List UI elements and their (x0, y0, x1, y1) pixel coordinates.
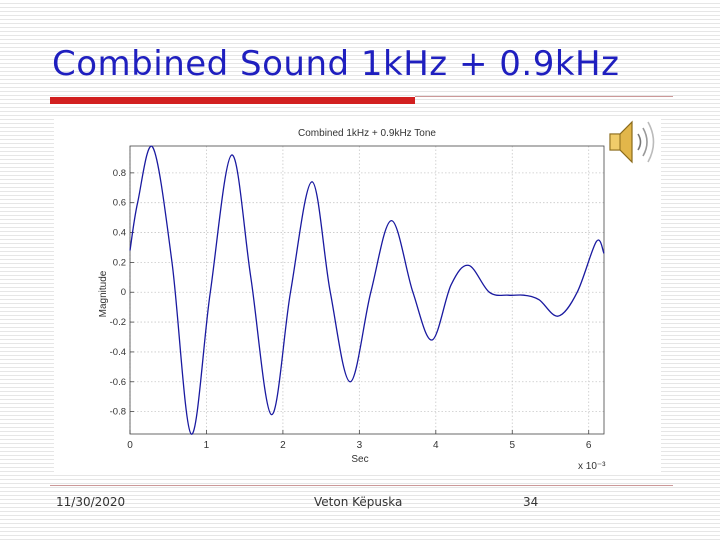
y-tick-label: 0 (121, 287, 126, 298)
title-accent-bar (50, 97, 415, 104)
plot-axes-box (129, 145, 605, 435)
y-tick-label: -0.6 (110, 377, 126, 388)
y-tick-label: 0.2 (113, 257, 126, 268)
y-axis-label: Magnitude (98, 270, 109, 317)
x-tick-label: 1 (204, 440, 210, 451)
y-tick-label: 0.4 (113, 228, 126, 239)
footer-date: 11/30/2020 (56, 495, 126, 509)
y-tick-label: 0.8 (113, 168, 126, 179)
title-divider-line (415, 96, 673, 97)
x-tick-label: 6 (586, 440, 592, 451)
y-tick-label: 0.6 (113, 198, 126, 209)
x-axis-multiplier: x 10⁻³ (578, 461, 606, 472)
y-tick-label: -0.8 (110, 407, 126, 418)
speaker-icon[interactable] (606, 117, 662, 167)
y-tick-label: -0.4 (110, 347, 126, 358)
x-tick-label: 4 (433, 440, 439, 451)
footer-author: Veton Këpuska (314, 495, 403, 509)
series-line (129, 145, 605, 435)
slide-title: Combined Sound 1kHz + 0.9kHz (52, 44, 620, 84)
chart-title: Combined 1kHz + 0.9kHz Tone (298, 128, 436, 139)
x-tick-label: 0 (127, 440, 133, 451)
x-axis-label: Sec (351, 454, 368, 465)
combined-tone-plot: 0 1 2 3 4 5 6 0.8 0.6 0.4 0.2 0 -0.2 -0.4 -0.6 -0.8 Comb… (98, 128, 606, 472)
x-tick-label: 2 (280, 440, 286, 451)
x-tick-label: 3 (357, 440, 363, 451)
footer-divider-line (50, 485, 673, 486)
x-tick-label: 5 (509, 440, 515, 451)
matlab-figure: 0 1 2 3 4 5 6 0.8 0.6 0.4 0.2 0 -0.2 -0.4 -0.6 -0.8 Comb… (54, 118, 661, 473)
y-tick-label: -0.2 (110, 317, 126, 328)
footer-page-number: 34 (523, 495, 539, 509)
